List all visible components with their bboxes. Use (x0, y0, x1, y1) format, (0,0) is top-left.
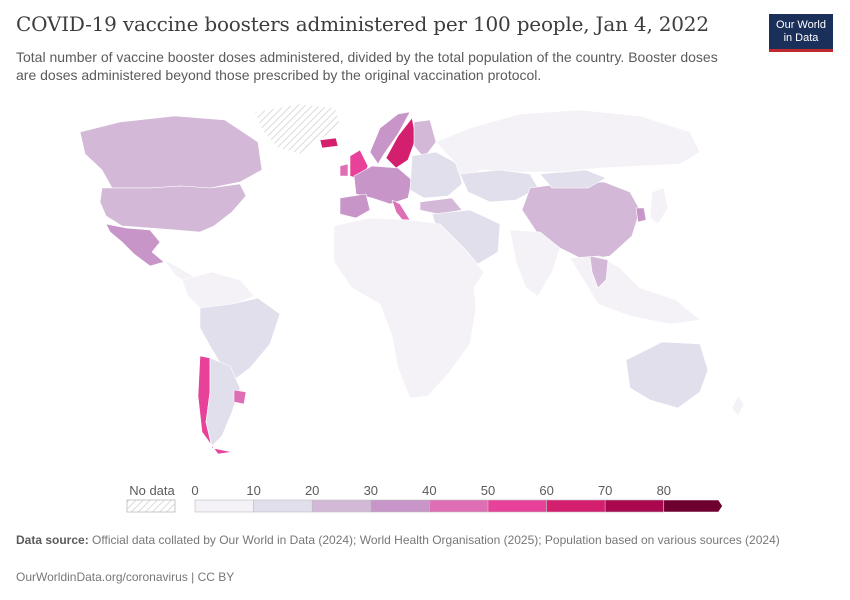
data-source: Data source: Official data collated by O… (16, 533, 816, 548)
region-new-zealand[interactable] (731, 395, 745, 417)
region-thailand[interactable] (589, 255, 609, 289)
data-source-text: Official data collated by Our World in D… (88, 533, 780, 547)
region-india[interactable] (509, 229, 561, 297)
legend-no-data-swatch (126, 499, 176, 513)
chart-title: COVID-19 vaccine boosters administered p… (16, 12, 709, 36)
logo-line-2: in Data (783, 32, 819, 44)
region-finland[interactable] (413, 119, 437, 159)
owid-logo[interactable]: Our World in Data (769, 14, 833, 52)
logo-line-1: Our World (776, 19, 826, 31)
legend-swatch-5 (487, 499, 547, 513)
chart-subtitle: Total number of vaccine booster doses ad… (16, 49, 718, 83)
legend-tick-2: 20 (305, 483, 319, 498)
world-map[interactable] (0, 92, 850, 477)
legend-swatch-4 (429, 499, 489, 513)
region-africa[interactable] (333, 217, 485, 399)
region-mongolia[interactable] (539, 169, 607, 189)
region-spain[interactable] (339, 193, 371, 219)
legend-tick-4: 40 (422, 483, 436, 498)
region-southeast-asia[interactable] (569, 255, 701, 325)
legend-swatch-6 (546, 499, 606, 513)
footer-url[interactable]: OurWorldinData.org/coronavirus | CC BY (16, 570, 235, 584)
region-uruguay[interactable] (233, 389, 247, 405)
legend-swatch-1 (253, 499, 313, 513)
region-iceland[interactable] (319, 137, 339, 149)
legend-tick-1: 10 (246, 483, 260, 498)
region-japan[interactable] (649, 187, 669, 225)
region-australia[interactable] (625, 341, 709, 409)
legend-tick-8: 80 (657, 483, 671, 498)
map-legend: No data 0 10 20 30 40 50 60 70 80 (126, 483, 723, 513)
legend-tick-5: 50 (481, 483, 495, 498)
data-source-label: Data source: (16, 533, 89, 547)
region-eastern-europe[interactable] (409, 151, 463, 199)
legend-tick-3: 30 (364, 483, 378, 498)
region-kazakhstan[interactable] (459, 169, 539, 203)
region-south-korea[interactable] (635, 207, 647, 223)
region-russia[interactable] (435, 109, 701, 183)
region-south-america-north[interactable] (181, 271, 255, 309)
region-norway[interactable] (369, 111, 411, 165)
legend-no-data-label: No data (129, 483, 175, 498)
legend-swatch-2 (311, 499, 372, 513)
region-united-states[interactable] (99, 183, 247, 233)
legend-tick-0: 0 (191, 483, 198, 498)
region-ireland[interactable] (339, 163, 349, 177)
region-canada[interactable] (79, 115, 263, 189)
region-italy[interactable] (391, 199, 411, 223)
legend-swatch-7 (604, 499, 665, 513)
region-argentina[interactable] (205, 357, 241, 447)
legend-swatch-0 (194, 499, 254, 513)
legend-tick-6: 60 (539, 483, 553, 498)
region-brazil[interactable] (199, 297, 281, 381)
legend-swatch-8 (663, 499, 723, 513)
region-mexico[interactable] (105, 223, 165, 267)
legend-swatch-3 (370, 499, 430, 513)
legend-tick-7: 70 (598, 483, 612, 498)
